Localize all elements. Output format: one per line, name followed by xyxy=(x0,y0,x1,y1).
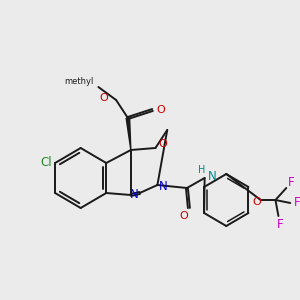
Text: F: F xyxy=(294,196,300,209)
Text: O: O xyxy=(158,139,167,149)
Text: O: O xyxy=(252,197,261,207)
Text: O: O xyxy=(100,93,108,103)
Text: Cl: Cl xyxy=(40,157,52,169)
Text: N: N xyxy=(129,188,138,202)
Text: H: H xyxy=(198,165,206,175)
Polygon shape xyxy=(126,118,131,150)
Text: F: F xyxy=(288,176,295,190)
Text: O: O xyxy=(156,105,165,115)
Text: F: F xyxy=(277,218,284,230)
Text: methyl: methyl xyxy=(64,77,94,86)
Text: O: O xyxy=(180,211,188,221)
Text: N: N xyxy=(159,181,168,194)
Text: N: N xyxy=(208,170,216,184)
